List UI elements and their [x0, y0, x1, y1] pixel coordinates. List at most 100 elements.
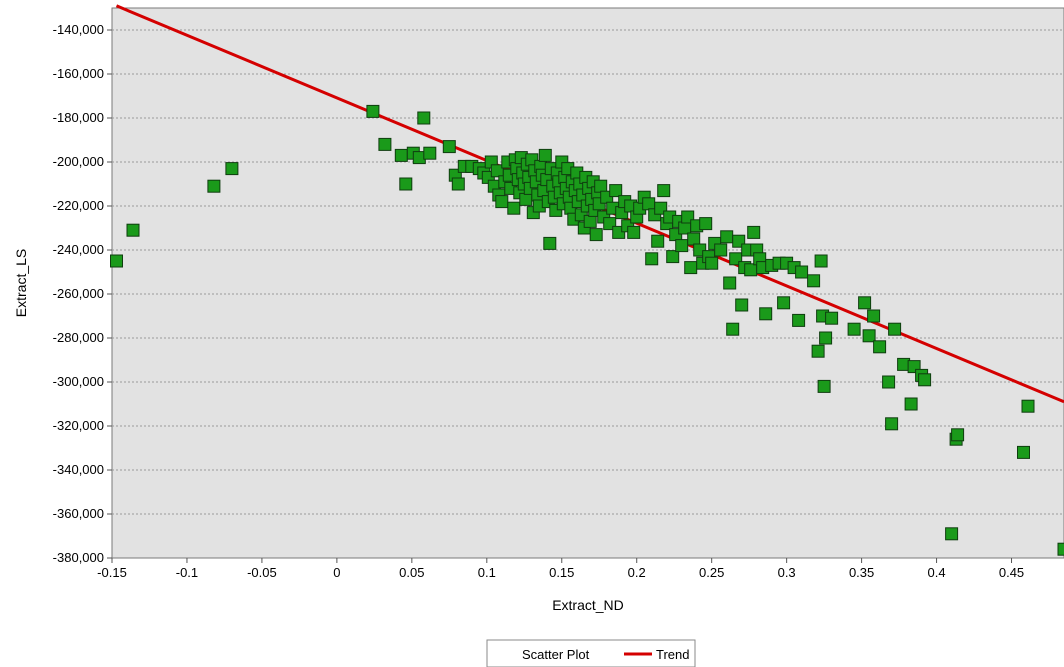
- scatter-point: [687, 232, 701, 246]
- scatter-point: [538, 148, 552, 162]
- scatter-point: [543, 236, 557, 250]
- scatter-point: [684, 261, 698, 275]
- scatter-point: [399, 177, 413, 191]
- scatter-point: [507, 201, 521, 215]
- x-tick-label: 0.3: [778, 565, 796, 580]
- x-tick-label: 0.2: [628, 565, 646, 580]
- x-tick-label: 0.45: [999, 565, 1024, 580]
- scatter-point: [951, 428, 965, 442]
- scatter-point: [1021, 399, 1035, 413]
- y-tick-label: -320,000: [53, 418, 104, 433]
- scatter-point: [594, 179, 608, 193]
- scatter-point: [519, 192, 533, 206]
- scatter-point: [759, 307, 773, 321]
- scatter-point: [807, 274, 821, 288]
- x-tick-label: 0.1: [478, 565, 496, 580]
- y-axis-title: Extract_LS: [13, 249, 29, 317]
- scatter-point: [814, 254, 828, 268]
- scatter-point: [714, 243, 728, 257]
- scatter-point: [657, 184, 671, 198]
- scatter-point: [675, 239, 689, 253]
- plot-area: [111, 7, 1064, 559]
- y-tick-label: -180,000: [53, 110, 104, 125]
- x-tick-label: 0.25: [699, 565, 724, 580]
- scatter-point: [723, 276, 737, 290]
- legend-label-trend: Trend: [656, 647, 689, 662]
- scatter-point: [862, 329, 876, 343]
- x-tick-label: 0.15: [549, 565, 574, 580]
- scatter-point: [744, 263, 758, 277]
- y-tick-label: -240,000: [53, 242, 104, 257]
- y-tick-label: -300,000: [53, 374, 104, 389]
- scatter-point: [423, 146, 437, 160]
- scatter-point: [642, 197, 656, 211]
- y-axis-ticks: -380,000 -360,000 -340,000 -320,000 -300,000…: [53, 22, 112, 565]
- scatter-point: [825, 311, 839, 325]
- scatter-point: [666, 250, 680, 264]
- scatter-point: [225, 162, 239, 176]
- scatter-point: [110, 254, 123, 268]
- x-axis-title: Extract_ND: [552, 597, 624, 613]
- scatter-point: [645, 252, 659, 266]
- y-tick-label: -360,000: [53, 506, 104, 521]
- x-axis-ticks: -0.15 -0.1 -0.05 0 0.05 0.1 0.15 0.2 0.25 0.3 0.35…: [97, 558, 1024, 580]
- legend: Scatter Plot Trend: [486, 639, 696, 667]
- x-tick-label: 0.35: [849, 565, 874, 580]
- scatter-point: [885, 417, 899, 431]
- y-tick-label: -160,000: [53, 66, 104, 81]
- scatter-point: [495, 195, 509, 209]
- x-tick-label: 0.05: [399, 565, 424, 580]
- y-tick-label: -200,000: [53, 154, 104, 169]
- x-tick-label: -0.05: [247, 565, 277, 580]
- scatter-point: [451, 177, 465, 191]
- y-tick-label: -280,000: [53, 330, 104, 345]
- scatter-point: [394, 148, 408, 162]
- scatter-point: [583, 214, 597, 228]
- y-tick-label: -340,000: [53, 462, 104, 477]
- scatter-point: [366, 104, 380, 118]
- scatter-point: [792, 313, 806, 327]
- scatter-point: [888, 322, 902, 336]
- scatter-point: [1017, 445, 1030, 459]
- legend-box: [486, 639, 696, 667]
- scatter-point: [609, 184, 623, 198]
- scatter-point: [1057, 542, 1064, 556]
- scatter-point: [589, 228, 603, 242]
- y-tick-label: -380,000: [53, 550, 104, 565]
- scatter-point: [126, 223, 140, 237]
- scatter-point: [726, 322, 740, 336]
- scatter-point: [735, 298, 749, 312]
- scatter-point: [705, 256, 719, 270]
- y-tick-label: -220,000: [53, 198, 104, 213]
- scatter-point: [207, 179, 221, 193]
- scatter-point: [904, 397, 918, 411]
- scatter-point: [882, 375, 896, 389]
- scatter-point: [442, 140, 456, 154]
- scatter-point: [627, 225, 641, 239]
- scatter-point: [699, 217, 713, 231]
- x-tick-label: 0.4: [928, 565, 946, 580]
- scatter-point: [747, 225, 761, 239]
- scatter-point: [777, 296, 791, 310]
- data-points: [110, 104, 1064, 556]
- x-tick-label: -0.1: [176, 565, 198, 580]
- y-tick-label: -140,000: [53, 22, 104, 37]
- scatter-point: [873, 340, 887, 354]
- x-tick-label: 0: [333, 565, 340, 580]
- scatter-point: [678, 221, 692, 235]
- scatter-point: [651, 234, 665, 248]
- scatter-point: [720, 230, 734, 244]
- scatter-point: [918, 373, 932, 387]
- scatter-point: [858, 296, 872, 310]
- scatter-point: [795, 265, 809, 279]
- scatter-point: [378, 137, 392, 151]
- scatter-point: [417, 111, 431, 125]
- y-tick-label: -260,000: [53, 286, 104, 301]
- scatter-point: [811, 344, 825, 358]
- scatter-point: [817, 379, 831, 393]
- gridlines: [112, 29, 1064, 515]
- x-tick-label: -0.15: [97, 565, 127, 580]
- scatter-point: [847, 322, 861, 336]
- legend-label-scatter: Scatter Plot: [522, 647, 590, 662]
